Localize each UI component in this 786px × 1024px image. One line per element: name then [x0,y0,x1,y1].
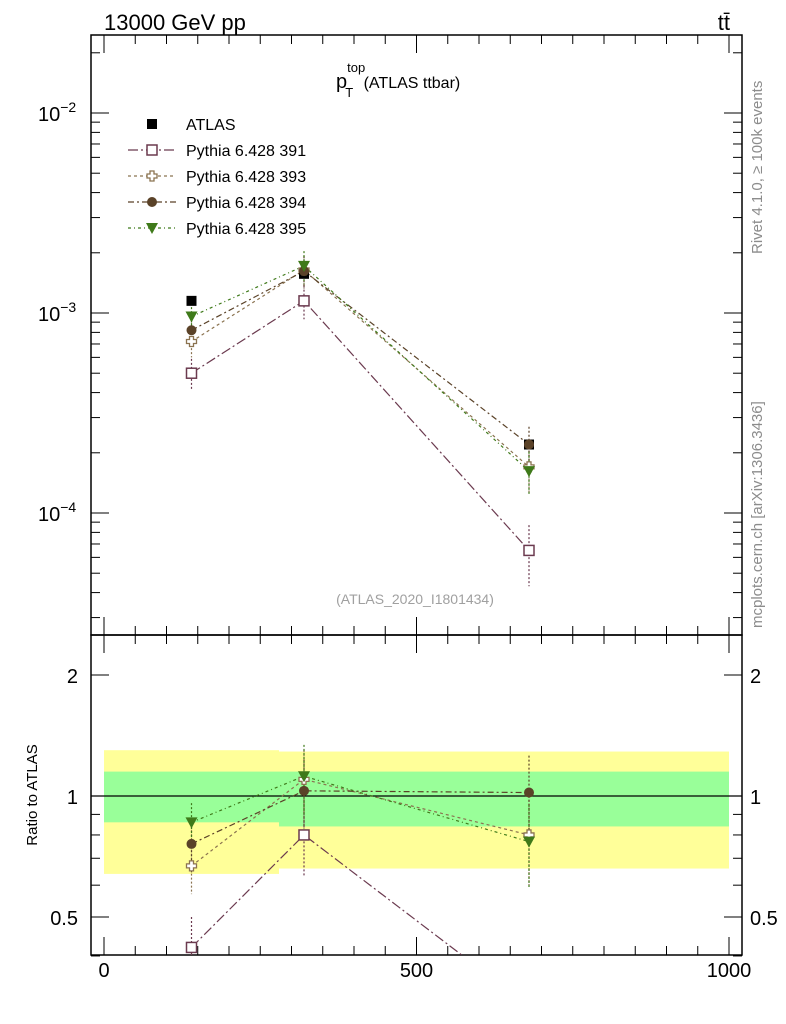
main-y-tick-labels: 10−2 10−3 10−4 [38,99,76,526]
ratio-y-tick-label-right: 1 [750,787,761,809]
title-rest: (ATLAS ttbar) [359,75,460,92]
mcplots-label: mcplots.cern.ch [arXiv:1306.3436] [749,401,766,628]
main-error-bars [190,251,530,587]
main-y-tick-label: 10−2 [38,99,76,126]
ratio-y-tick-label-right: 2 [750,666,761,688]
ratio-marker-s393 [185,860,198,872]
ratio-y-axis-label: Ratio to ATLAS [24,744,41,845]
ratio-y-tick-label-left: 2 [67,666,78,688]
ratio-band-inner [279,771,729,827]
line-s394 [191,270,530,445]
line-s395 [191,265,530,472]
ratio-markers [185,771,535,954]
ratio-band-inner [104,771,279,823]
marker-s391 [298,295,310,307]
ratio-marker-s391 [298,829,310,841]
ratio-y-tick-label-right: 0.5 [750,908,778,930]
ratio-line-s391 [191,834,463,955]
legend: ATLAS Pythia 6.428 391 Pythia 6.428 393 Pyt… [128,117,306,238]
line-s391 [191,300,530,551]
marker-s395 [298,260,310,272]
x-tick-label: 500 [400,960,433,982]
marker-s391 [185,367,198,379]
ratio-marker-s394 [299,785,309,796]
main-y-tick-label: 10−3 [38,299,76,326]
legend-marker-atlas [147,119,157,129]
main-axis-ticks [91,35,742,635]
main-y-tick-label: 10−4 [38,499,76,526]
ratio-marker-s391 [185,941,198,954]
legend-label-s394: Pythia 6.428 394 [186,195,306,212]
legend-marker-s395 [146,223,158,234]
legend-label-s393: Pythia 6.428 393 [186,169,306,186]
header-right: tt̄ [718,10,730,35]
marker-s394 [186,325,197,336]
title-sub: T [345,85,353,100]
line-s393 [191,269,530,468]
header-left: 13000 GeV pp [104,10,246,35]
ratio-marker-s395 [523,836,535,848]
marker-atlas [186,295,197,306]
main-series-lines [191,265,530,551]
marker-s395 [185,311,198,323]
marker-s393 [185,335,198,348]
legend-marker-s391 [146,144,158,156]
ratio-tick-labels: 0.5 0.5 1 1 2 2 0 500 1000 [50,666,778,982]
analysis-label: (ATLAS_2020_I1801434) [336,591,494,607]
legend-label-s395: Pythia 6.428 395 [186,221,306,238]
ratio-bands [91,750,742,874]
x-tick-label: 0 [98,960,109,982]
plot-title: ptop T (ATLAS ttbar) [336,60,460,100]
marker-s395 [523,466,535,478]
ratio-y-tick-label-left: 1 [67,787,78,809]
main-markers [185,260,535,557]
x-tick-label: 1000 [707,960,752,982]
ratio-marker-s394 [524,787,534,798]
ratio-y-tick-label-left: 0.5 [50,908,78,930]
marker-s394 [524,439,534,450]
title-main: p [336,71,347,93]
ratio-marker-s394 [186,838,197,849]
ratio-marker-s395 [298,771,310,783]
legend-marker-s393 [146,170,158,182]
legend-label-atlas: ATLAS [186,117,236,134]
ratio-line-s393 [191,778,530,867]
legend-marker-s394 [147,197,157,207]
title-sup: top [347,60,365,75]
marker-s391 [523,544,535,557]
legend-label-s391: Pythia 6.428 391 [186,143,306,160]
ratio-axis-ticks [91,635,742,957]
rivet-label: Rivet 4.1.0, ≥ 100k events [749,81,766,254]
ratio-marker-s395 [185,817,198,829]
